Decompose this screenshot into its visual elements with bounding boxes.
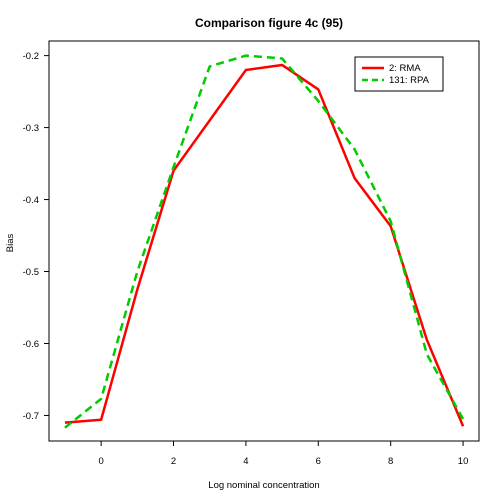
y-tick-label: -0.4 — [23, 195, 39, 206]
x-tick-label: 0 — [98, 456, 103, 467]
legend-box — [354, 56, 444, 92]
y-axis-label: Bias — [5, 234, 16, 253]
series-line-1 — [64, 54, 465, 429]
y-tick-label: -0.5 — [23, 267, 39, 278]
plot-frame — [48, 40, 480, 442]
legend: 2: RMA 131: RPA — [354, 56, 444, 92]
y-tick-label: -0.6 — [23, 339, 39, 350]
series-layer — [64, 54, 465, 429]
y-tick-label: -0.7 — [23, 411, 39, 422]
y-tick-label: -0.2 — [23, 51, 39, 62]
legend-label-rpa: 131: RPA — [389, 75, 430, 86]
x-axis: 0 2 4 6 8 10 — [98, 441, 468, 467]
y-tick-label: -0.3 — [23, 123, 39, 134]
series-line-0 — [64, 63, 465, 427]
x-tick-label: 6 — [316, 456, 321, 467]
y-axis: -0.7 -0.6 -0.5 -0.4 -0.3 -0.2 — [23, 51, 49, 422]
x-axis-label: Log nominal concentration — [208, 480, 319, 491]
x-tick-label: 10 — [458, 456, 469, 467]
legend-label-rma: 2: RMA — [389, 63, 421, 74]
x-tick-label: 8 — [388, 456, 393, 467]
chart-title: Comparison figure 4c (95) — [195, 16, 343, 30]
x-tick-label: 4 — [243, 456, 248, 467]
x-tick-label: 2 — [171, 456, 176, 467]
